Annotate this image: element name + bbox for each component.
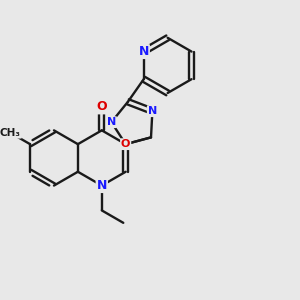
- Text: O: O: [121, 139, 130, 149]
- Text: N: N: [139, 45, 149, 58]
- Text: N: N: [107, 117, 116, 127]
- Text: N: N: [97, 179, 107, 192]
- Text: N: N: [148, 106, 157, 116]
- Text: O: O: [97, 100, 107, 113]
- Text: CH₃: CH₃: [0, 128, 21, 138]
